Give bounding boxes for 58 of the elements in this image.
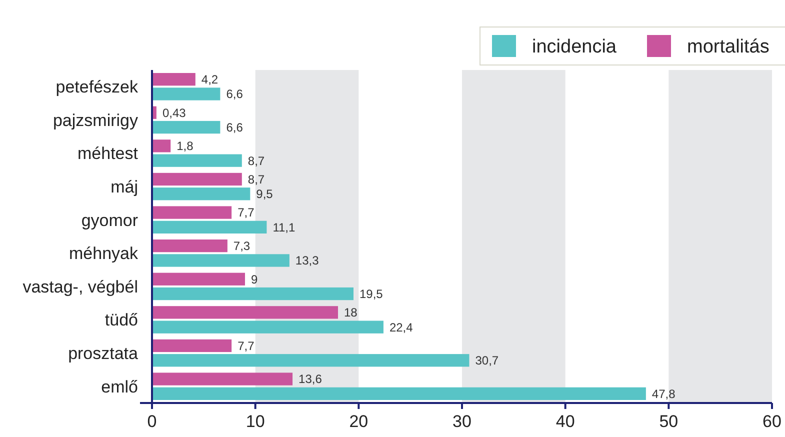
data-label: 0,43 [162,106,186,120]
bar [152,306,338,319]
bar [152,354,470,367]
bar [152,206,232,219]
bar [152,73,196,86]
data-label: 7,7 [238,338,255,353]
data-label: 22,4 [389,320,414,334]
bar [152,140,171,152]
data-label: 8,7 [248,172,265,186]
y-tick-label: emlő [101,377,138,396]
y-tick-label: tüdő [104,310,138,330]
legend-label: incidencia [532,36,617,58]
bar [152,287,354,300]
bar [152,254,290,267]
bar [152,320,384,334]
data-label: 19,5 [360,286,384,301]
x-tick-label: 10 [246,412,265,431]
data-label: 4,2 [201,72,218,87]
bar [152,88,220,100]
bar [152,240,228,252]
y-tick-label: vastag-, végbél [22,277,138,296]
data-label: 18 [344,306,358,320]
data-label: 6,6 [226,120,244,134]
x-tick-label: 20 [349,412,368,431]
legend-label: mortalitás [687,36,770,58]
data-label: 9,5 [256,187,274,202]
bar [152,188,250,200]
y-tick-label: pajzsmirigy [52,110,138,130]
bar [152,220,267,234]
data-label: 6,6 [226,87,244,102]
data-label: 13,6 [298,372,322,386]
y-tick-label: prosztata [68,344,139,363]
data-label: 13,3 [295,254,320,268]
y-tick-label: méhnyak [69,244,138,264]
data-label: 1,8 [176,139,194,154]
y-tick-label: gyomor [81,210,138,230]
x-tick-label: 0 [147,412,157,431]
data-label: 9 [251,272,258,286]
x-tick-label: 50 [659,412,678,431]
data-label: 7,7 [238,206,255,220]
x-tick-label: 30 [452,412,472,431]
y-tick-label: méhtest [78,144,138,164]
x-tick-label: 40 [556,412,575,431]
data-label: 30,7 [475,354,499,368]
bar [152,154,242,167]
y-tick-label: petefészek [56,78,138,97]
data-label: 47,8 [652,386,676,401]
bar [152,120,220,134]
data-label: 11,1 [272,220,296,234]
bar [152,272,245,286]
y-tick-label: máj [110,178,138,196]
bar [152,372,293,386]
data-label: 7,3 [233,239,250,254]
data-label: 8,7 [248,154,265,168]
x-tick-label: 60 [762,412,782,431]
bar [152,387,646,400]
bar [152,172,242,186]
bar [152,339,232,352]
